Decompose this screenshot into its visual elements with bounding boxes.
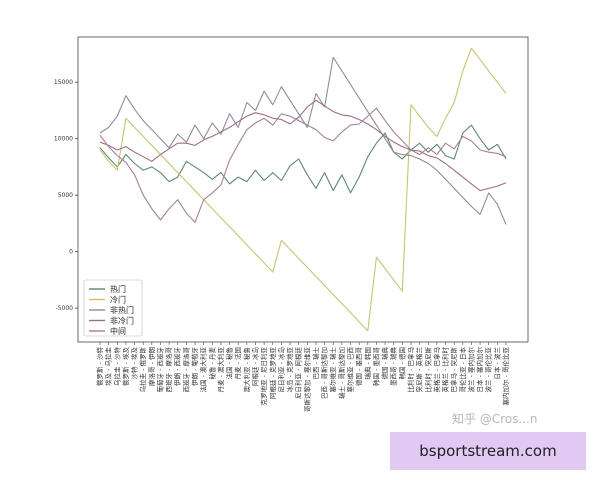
series-line-4 [99, 107, 507, 223]
x-category-label: 韩国 - 墨西哥 [371, 347, 380, 386]
x-category-label: 法国 - 澳大利亚 [199, 347, 208, 393]
x-category-label: 秘鲁 - 丹麦 [207, 347, 216, 380]
x-category-label: 沙特 - 埃及 [130, 347, 139, 380]
x-category-label: 韩国 - 德国 [397, 347, 406, 379]
x-category-label: 巴西 - 哥斯达黎加 [320, 347, 329, 399]
x-category-label: 法国 - 秘鲁 [225, 347, 234, 379]
x-category-label: 塞内加尔 - 哥伦比亚 [501, 347, 510, 406]
x-category-label: 伊朗 - 葡萄牙 [190, 347, 199, 386]
y-tick-label: -5000 [56, 305, 74, 312]
y-tick-label: 0 [69, 249, 73, 256]
y-tick-label: 10000 [54, 136, 73, 143]
series-line-0 [99, 124, 507, 194]
x-category-label: 俄罗斯 - 埃及 [121, 347, 130, 386]
series-lines [99, 47, 507, 332]
x-category-label: 英格兰 - 比利时 [441, 347, 450, 393]
series-line-1 [99, 47, 507, 332]
x-category-label: 乌拉圭 - 俄罗斯 [138, 347, 147, 393]
x-category-label: 丹麦 - 法国 [233, 347, 242, 379]
x-category-label: 克罗地亚 - 尼日利亚 [259, 347, 268, 406]
x-category-label: 巴拿马 - 突尼斯 [449, 347, 458, 393]
legend-label-1: 冷门 [110, 295, 126, 305]
plot-frame [77, 36, 529, 343]
legend-label-4: 中间 [110, 326, 126, 336]
x-category-label: 西班牙 - 摩洛哥 [181, 347, 190, 393]
series-line-3 [99, 99, 507, 192]
legend-label-2: 非热门 [110, 305, 134, 315]
x-category-label: 阿根廷 - 克罗地亚 [268, 347, 277, 399]
y-axis-ticks: -5000 0 5000 10000 15000 [54, 79, 78, 312]
x-category-label: 瑞典 - 韩国 [363, 347, 372, 379]
x-category-label: 德国 - 墨西哥 [354, 347, 363, 386]
x-category-label: 乌拉圭 - 沙特 [112, 347, 121, 386]
x-category-label: 西班牙 - 摩洛哥 [164, 347, 173, 393]
watermark: 知乎 @Cros...n [452, 412, 538, 426]
x-category-label: 波兰 - 哥伦比亚 [484, 347, 493, 393]
x-category-label: 塞尔维亚 - 瑞士 [328, 347, 337, 393]
x-category-label: 突尼斯 - 英格兰 [415, 347, 424, 393]
site-banner[interactable]: bsportstream.com [390, 432, 586, 470]
legend-label-0: 热门 [110, 284, 126, 294]
x-category-label: 德国 - 瑞典 [380, 347, 389, 380]
x-category-label: 英格兰 - 巴拿马 [432, 347, 441, 392]
x-category-label: 伊朗 - 西班牙 [173, 347, 182, 386]
x-category-label: 比利时 - 突尼斯 [423, 347, 432, 393]
x-category-label: 哥斯达黎加 - 塞尔维亚 [302, 347, 311, 412]
x-category-label: 墨西哥 - 瑞典 [389, 347, 398, 386]
y-tick-label: 5000 [58, 192, 73, 199]
x-category-label: 波兰 - 塞内加尔 [466, 347, 475, 393]
x-category-label: 瑞士 - 哥斯达黎加 [337, 347, 346, 399]
x-category-label: 尼日利亚 - 冰岛 [276, 347, 285, 392]
x-category-label: 埃及 - 乌拉圭 [104, 347, 113, 386]
x-category-label: 巴西 - 瑞士 [311, 347, 320, 380]
x-category-label: 日本 - 塞内加尔 [475, 347, 484, 393]
legend-box [83, 279, 143, 337]
x-category-label: 哥伦比亚 - 日本 [458, 347, 467, 393]
x-category-label: 摩洛哥 - 伊朗 [147, 347, 156, 386]
x-axis-category-labels: 俄罗斯 - 沙特 埃及 - 乌拉圭 乌拉圭 - 沙特 俄罗斯 - 埃及 沙特 - 埃及乌… [95, 342, 510, 412]
x-category-label: 阿根廷 - 冰岛 [251, 347, 260, 386]
x-category-label: 日本 - 波兰 [492, 347, 501, 380]
x-category-label: 比利时 - 巴拿马 [406, 347, 415, 392]
x-category-label: 尼日利亚 - 阿根廷 [294, 347, 303, 399]
y-tick-label: 15000 [54, 79, 73, 86]
x-category-label: 冰岛 - 克罗地亚 [285, 347, 294, 393]
x-category-label: 澳大利亚 - 秘鲁 [242, 347, 251, 392]
x-category-label: 葡萄牙 - 西班牙 [156, 347, 165, 393]
x-category-label: 丹麦 - 澳大利亚 [216, 347, 225, 393]
x-category-label: 塞尔维亚 - 巴西 [346, 347, 355, 393]
legend-label-3: 非冷门 [110, 316, 134, 326]
series-line-2 [99, 56, 507, 225]
x-category-label: 俄罗斯 - 沙特 [95, 347, 104, 386]
site-banner-text: bsportstream.com [419, 442, 557, 460]
